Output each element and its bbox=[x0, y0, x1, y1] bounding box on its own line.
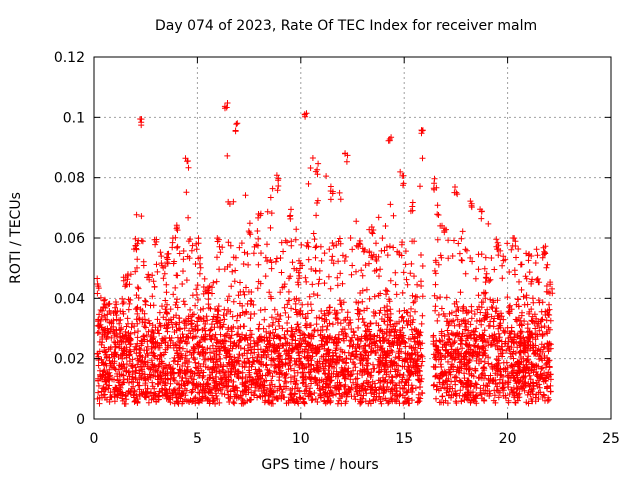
y-tick-label: 0.06 bbox=[54, 231, 85, 247]
x-tick-label: 5 bbox=[193, 431, 202, 447]
y-tick-label: 0.08 bbox=[54, 171, 85, 187]
y-tick-label: 0.12 bbox=[54, 50, 85, 66]
roti-points bbox=[94, 100, 556, 407]
axis-ticks: 0 5 10 15 20 25 0 0.02 0.04 0.06 0.08 0.1 0.12 bbox=[54, 50, 620, 447]
x-tick-label: 10 bbox=[292, 431, 310, 447]
data-points bbox=[94, 100, 556, 407]
y-tick-label: 0.1 bbox=[63, 110, 85, 126]
y-tick-label: 0.04 bbox=[54, 291, 85, 307]
y-tick-label: 0.02 bbox=[54, 352, 85, 368]
x-tick-label: 20 bbox=[499, 431, 517, 447]
x-tick-label: 15 bbox=[395, 431, 413, 447]
x-tick-label: 0 bbox=[90, 431, 99, 447]
x-tick-label: 25 bbox=[602, 431, 620, 447]
x-axis-label: GPS time / hours bbox=[261, 457, 379, 473]
y-tick-label: 0 bbox=[76, 412, 85, 428]
y-axis-label: ROTI / TECUs bbox=[8, 192, 24, 284]
